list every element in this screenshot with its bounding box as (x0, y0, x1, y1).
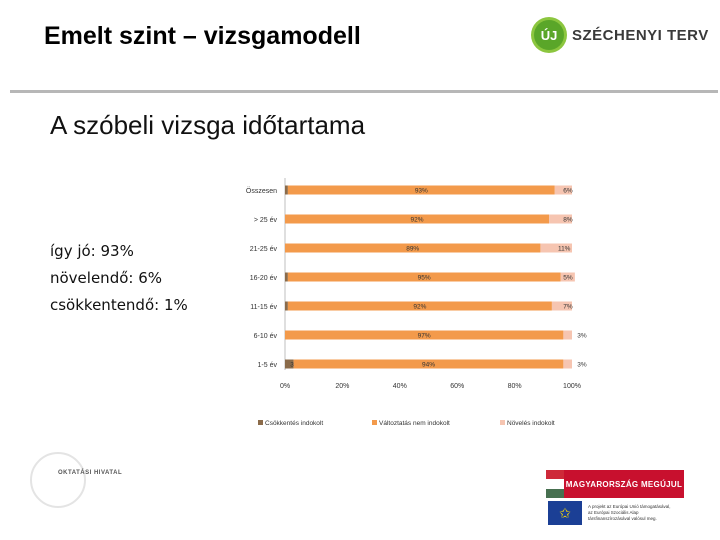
magyarorszag-megujul-badge: MAGYARORSZÁG MEGÚJUL (546, 470, 684, 498)
bar-segment (285, 243, 541, 253)
data-label: 8% (563, 217, 573, 224)
bar-segment (293, 359, 564, 369)
badge-text: MAGYARORSZÁG MEGÚJUL (564, 470, 684, 498)
bar-segment (563, 330, 572, 340)
data-label: 93% (415, 188, 428, 195)
data-label: 92% (411, 217, 424, 224)
summary-line-ok: így jó: 93% (50, 242, 134, 260)
bar-segment (285, 359, 294, 369)
legend-swatch (258, 420, 263, 425)
x-tick-label: 100% (563, 383, 581, 390)
category-label: 11-15 év (250, 304, 277, 311)
eu-funding-notice: ✩ A projekt az Európai Unió támogatásáva… (548, 500, 708, 526)
bar-segment (285, 214, 550, 224)
x-tick-label: 20% (335, 383, 349, 390)
oktatasi-hivatal-text: OKTATÁSI HIVATAL (58, 470, 123, 476)
summary-line-decrease: csökkentendő: 1% (50, 296, 188, 314)
legend-label: Csökkentés indokolt (265, 420, 323, 427)
bar-segment (549, 214, 572, 224)
summary-line-increase: növelendő: 6% (50, 269, 163, 287)
hungarian-flag-icon (546, 470, 564, 498)
logo-ring (30, 452, 86, 508)
x-tick-label: 60% (450, 383, 464, 390)
bar-segment (560, 272, 575, 282)
legend-swatch (500, 420, 505, 425)
bar-segment (287, 301, 552, 311)
category-label: 21-25 év (250, 246, 278, 253)
header-title: Emelt szint – vizsgamodell (44, 22, 361, 50)
eu-flag-icon: ✩ (548, 501, 582, 525)
data-label: 6% (563, 188, 573, 195)
bar-segment (554, 185, 572, 195)
bar-segment (551, 301, 572, 311)
data-label: 95% (418, 275, 431, 282)
data-label: 94% (422, 362, 435, 369)
data-label: 11% (558, 246, 571, 253)
eu-text-line-3: társfinanszírozásával valósul meg. (588, 516, 657, 521)
bar-segment (287, 272, 561, 282)
header-divider (10, 90, 718, 93)
eu-text-line-1: A projekt az Európai Unió támogatásával, (588, 504, 671, 509)
category-label: Összesen (246, 187, 277, 195)
data-label: 92% (413, 304, 426, 311)
legend-label: Változtatás nem indokolt (379, 420, 450, 427)
category-label: 1-5 év (258, 362, 278, 369)
data-label: 97% (418, 333, 431, 340)
summary-text: így jó: 93% növelendő: 6% csökkentendő: … (50, 238, 188, 319)
bar-segment (285, 185, 288, 195)
bar-segment (285, 272, 288, 282)
data-label: 7% (563, 304, 573, 311)
category-label: > 25 év (254, 217, 278, 224)
category-label: 6-10 év (254, 333, 278, 340)
category-label: 16-20 év (250, 275, 278, 282)
data-label: 3% (577, 362, 587, 369)
bar-segment (285, 330, 564, 340)
data-label: 5% (563, 275, 573, 282)
x-tick-label: 0% (280, 383, 290, 390)
bar-segment (563, 359, 572, 369)
bar-segment (540, 243, 572, 253)
x-tick-label: 80% (508, 383, 522, 390)
bar-segment (285, 301, 288, 311)
x-tick-label: 40% (393, 383, 407, 390)
slide-title: A szóbeli vizsga időtartama (50, 110, 366, 140)
legend-swatch (372, 420, 377, 425)
data-label: 89% (406, 246, 419, 253)
oktatasi-hivatal-logo: OKTATÁSI HIVATAL (30, 452, 122, 508)
data-label: 3% (577, 333, 587, 340)
eu-text-line-2: az Európai Szociális Alap (588, 510, 639, 515)
legend-label: Növelés indokolt (507, 420, 555, 427)
szechenyi-terv-logo: ÚJ SZÉCHENYI TERV (534, 18, 709, 52)
uj-logo-icon: ÚJ (534, 20, 564, 50)
logo-text: SZÉCHENYI TERV (572, 26, 709, 44)
bar-segment (287, 185, 555, 195)
